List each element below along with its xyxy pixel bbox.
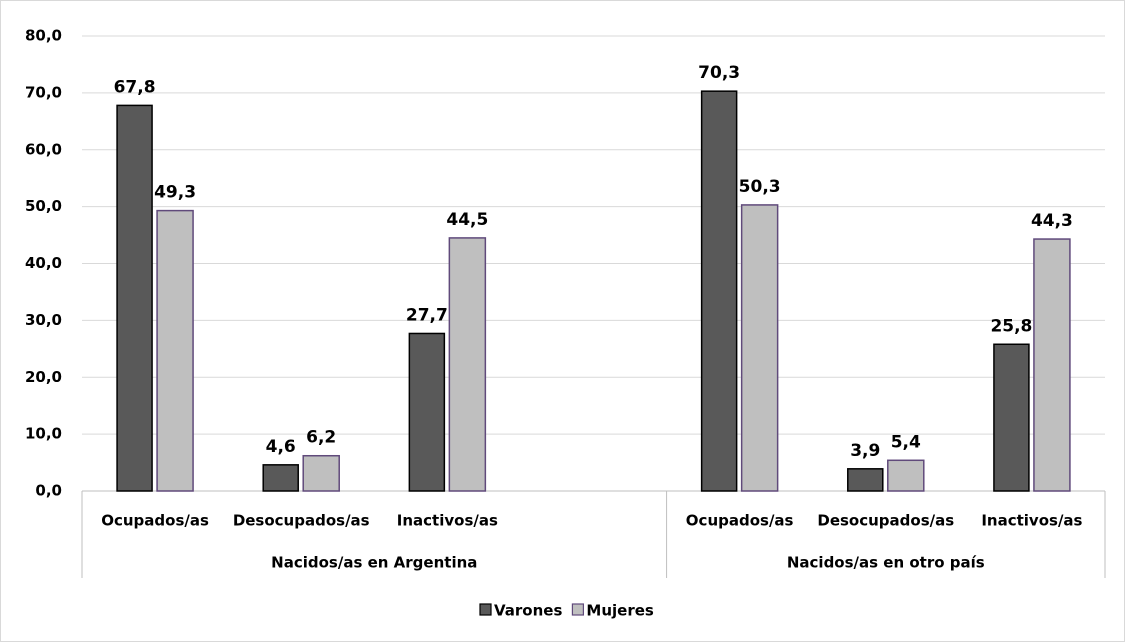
value-label: 67,8 (114, 77, 156, 97)
bar (700, 90, 738, 492)
y-tick-label: 0,0 (35, 482, 62, 500)
legend-label: Mujeres (586, 602, 653, 620)
y-tick-label: 10,0 (25, 425, 62, 443)
group-label: Nacidos/as en Argentina (271, 554, 477, 572)
x-tick-label: Desocupados/as (233, 512, 370, 530)
bar (847, 468, 884, 492)
y-tick-label: 40,0 (25, 254, 62, 272)
x-tick-label: Ocupados/as (686, 512, 794, 530)
y-tick-label: 30,0 (25, 311, 62, 329)
y-tick-label: 70,0 (25, 83, 62, 101)
bar (887, 459, 925, 492)
x-tick-label: Inactivos/as (397, 512, 498, 530)
bar (740, 204, 779, 492)
value-label: 44,3 (1031, 211, 1073, 231)
value-label: 25,8 (990, 316, 1032, 336)
bar (408, 332, 446, 492)
x-tick-label: Desocupados/as (817, 512, 954, 530)
value-label: 4,6 (266, 437, 296, 457)
y-tick-label: 60,0 (25, 140, 62, 158)
value-label: 27,7 (406, 305, 448, 325)
bar (156, 209, 194, 492)
value-label: 50,3 (739, 177, 781, 197)
group-label: Nacidos/as en otro país (787, 554, 985, 572)
bar (116, 104, 153, 492)
legend-label: Varones (494, 602, 562, 620)
value-label: 6,2 (306, 428, 336, 448)
legend-swatch (571, 603, 585, 616)
x-tick-label: Inactivos/as (981, 512, 1082, 530)
y-tick-label: 50,0 (25, 197, 62, 215)
bar (1033, 238, 1071, 492)
value-label: 3,9 (850, 441, 880, 461)
bar (302, 454, 340, 492)
bar (993, 343, 1030, 492)
bar (448, 237, 487, 492)
value-label: 49,3 (154, 183, 196, 203)
value-label: 5,4 (891, 432, 921, 452)
legend-swatch (479, 603, 492, 616)
x-tick-label: Ocupados/as (101, 512, 209, 530)
y-tick-label: 80,0 (25, 27, 62, 45)
bar (262, 464, 299, 492)
value-label: 70,3 (698, 63, 740, 83)
y-tick-label: 20,0 (25, 368, 62, 386)
value-label: 44,5 (446, 210, 488, 230)
